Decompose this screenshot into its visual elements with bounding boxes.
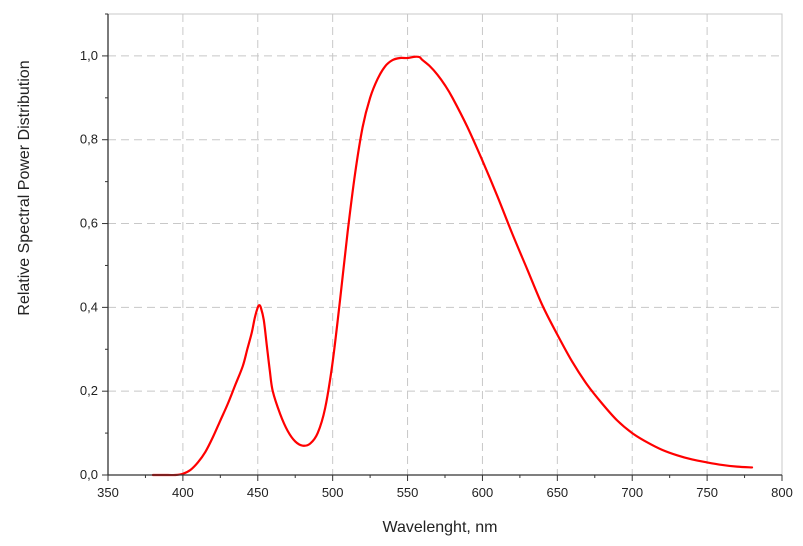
series-layer [151, 55, 754, 477]
y-tick-label: 0,2 [80, 383, 98, 398]
x-tick-label: 650 [546, 485, 568, 500]
x-tick-label: 450 [247, 485, 269, 500]
y-tick-label: 0,8 [80, 132, 98, 147]
y-tick-label: 0,0 [80, 467, 98, 482]
y-tick-label: 0,6 [80, 216, 98, 231]
y-axis-title: Relative Spectral Power Distribution [16, 60, 33, 315]
spectrum-series-line [151, 55, 754, 477]
x-tick-label: 800 [771, 485, 793, 500]
x-tick-label: 350 [97, 485, 119, 500]
grid-lines [108, 14, 782, 475]
plot-frame [107, 13, 783, 476]
x-tick-label: 500 [322, 485, 344, 500]
x-tick-label: 700 [621, 485, 643, 500]
x-axis-title: Wavelenght, nm [382, 519, 497, 536]
x-tick-label: 400 [172, 485, 194, 500]
x-tick-label: 600 [472, 485, 494, 500]
y-tick-label: 1,0 [80, 48, 98, 63]
y-tick-label: 0,4 [80, 299, 98, 314]
x-tick-label: 550 [397, 485, 419, 500]
axes [102, 13, 783, 481]
x-tick-label: 750 [696, 485, 718, 500]
tick-labels: 350 400 450 500 550 600 650 700 750 800 0,0 0,2 0,4 0… [80, 48, 793, 500]
